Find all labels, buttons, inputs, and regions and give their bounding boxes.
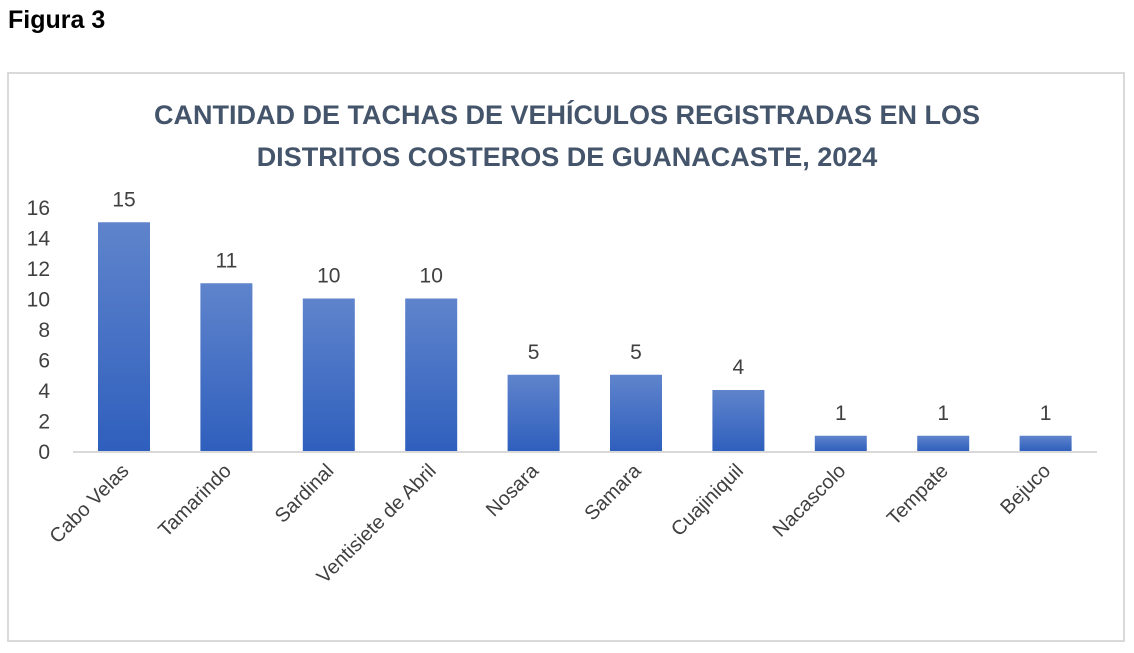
data-label: 15 xyxy=(112,188,135,211)
bar xyxy=(610,374,662,451)
data-label: 10 xyxy=(317,265,340,288)
y-tick-label: 16 xyxy=(27,197,50,220)
data-label: 1 xyxy=(835,402,847,425)
x-tick-label: Cabo Velas xyxy=(46,460,134,548)
data-label: 4 xyxy=(733,356,745,379)
bar xyxy=(302,298,355,451)
x-tick-label: Samara xyxy=(580,459,646,525)
x-tick-label: Bejuco xyxy=(996,460,1055,519)
x-tick-label: Nacascolo xyxy=(769,460,851,542)
y-tick-label: 10 xyxy=(27,289,50,312)
bar xyxy=(917,435,970,451)
data-label: 1 xyxy=(937,402,949,425)
x-tick-label: Nosara xyxy=(482,459,544,521)
bar xyxy=(712,390,765,451)
bar xyxy=(814,435,867,451)
data-label: 11 xyxy=(215,249,237,272)
chart-frame xyxy=(7,72,1125,642)
x-tick-label: Sardinal xyxy=(271,460,338,527)
data-label: 10 xyxy=(420,265,443,288)
chart-title: CANTIDAD DE TACHAS DE VEHÍCULOS REGISTRA… xyxy=(0,94,1134,178)
chart-title-line: CANTIDAD DE TACHAS DE VEHÍCULOS REGISTRA… xyxy=(153,100,981,130)
y-tick-label: 6 xyxy=(38,350,50,373)
bar xyxy=(98,222,150,451)
data-label: 1 xyxy=(1040,402,1052,425)
bar xyxy=(1019,435,1072,451)
chart-title-line: DISTRITOS COSTEROS DE GUANACASTE, 2024 xyxy=(256,142,878,172)
data-label: 5 xyxy=(630,341,642,364)
x-tick-label: Cuajiniquil xyxy=(667,460,748,541)
y-tick-label: 0 xyxy=(38,441,50,464)
y-tick-label: 12 xyxy=(27,258,50,281)
y-tick-label: 2 xyxy=(38,411,50,434)
bar xyxy=(200,283,253,451)
x-tick-label: Tempate xyxy=(883,460,953,530)
figure-label: Figura 3 xyxy=(8,6,106,34)
data-label: 5 xyxy=(528,341,540,364)
bar xyxy=(405,298,458,451)
x-tick-label: Tamarindo xyxy=(154,460,236,542)
y-tick-label: 14 xyxy=(27,228,51,251)
y-tick-label: 4 xyxy=(38,380,50,403)
bar xyxy=(507,374,560,451)
y-tick-label: 8 xyxy=(38,319,50,342)
